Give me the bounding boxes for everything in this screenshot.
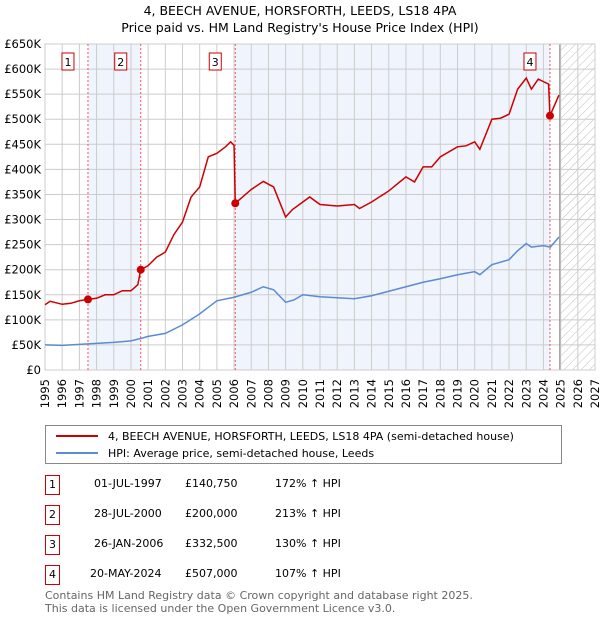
x-tick-label: 2014 bbox=[365, 379, 379, 408]
sale-price: £140,750 bbox=[185, 477, 238, 490]
x-tick-label: 2026 bbox=[571, 379, 585, 408]
sale-label-box bbox=[61, 52, 75, 71]
footer-line: This data is licensed under the Open Gov… bbox=[45, 602, 396, 615]
x-tick-label: 2018 bbox=[433, 379, 447, 408]
y-tick-label: £250K bbox=[4, 238, 41, 252]
legend-swatch-red bbox=[56, 435, 98, 437]
x-tick-label: 2020 bbox=[468, 379, 482, 408]
legend-label: HPI: Average price, semi-detached house,… bbox=[108, 446, 375, 460]
sale-row: 1 01-JUL-1997 £140,750 172% ↑ HPI bbox=[45, 475, 445, 495]
x-tick-label: 2008 bbox=[261, 379, 275, 408]
sale-hpi: 107% ↑ HPI bbox=[275, 567, 341, 580]
sale-price: £200,000 bbox=[185, 507, 238, 520]
sale-row: 2 28-JUL-2000 £200,000 213% ↑ HPI bbox=[45, 505, 445, 525]
x-tick-label: 2007 bbox=[244, 379, 258, 408]
plot-border bbox=[44, 43, 596, 371]
y-tick-label: £400K bbox=[4, 162, 41, 176]
sale-point bbox=[545, 111, 554, 120]
legend-label: 4, BEECH AVENUE, HORSFORTH, LEEDS, LS18 … bbox=[108, 429, 514, 443]
x-tick-label: 1996 bbox=[55, 379, 69, 408]
x-tick-label: 1998 bbox=[90, 379, 104, 408]
sale-point bbox=[231, 199, 240, 208]
x-tick-label: 2000 bbox=[124, 379, 138, 408]
legend: 4, BEECH AVENUE, HORSFORTH, LEEDS, LS18 … bbox=[45, 425, 562, 464]
x-tick-label: 2024 bbox=[536, 379, 550, 408]
sale-label-number: 2 bbox=[117, 56, 124, 69]
legend-item-hpi: HPI: Average price, semi-detached house,… bbox=[56, 445, 374, 461]
sale-label-box bbox=[114, 52, 128, 71]
sale-point bbox=[83, 295, 92, 304]
x-tick-label: 2004 bbox=[193, 379, 207, 408]
sale-label-box bbox=[208, 52, 222, 71]
y-tick-label: £0 bbox=[26, 363, 41, 377]
title-line: 4, BEECH AVENUE, HORSFORTH, LEEDS, LS18 … bbox=[143, 3, 457, 18]
y-tick-label: £350K bbox=[4, 187, 41, 201]
x-tick-label: 1995 bbox=[38, 379, 52, 408]
y-tick-label: £500K bbox=[4, 112, 41, 126]
series-line bbox=[44, 236, 560, 347]
ownership-shade bbox=[235, 44, 550, 370]
x-tick-label: 2012 bbox=[330, 379, 344, 408]
y-tick-label: £150K bbox=[4, 288, 41, 302]
series-line bbox=[44, 76, 560, 306]
sale-hpi: 172% ↑ HPI bbox=[275, 477, 341, 490]
sale-price: £332,500 bbox=[185, 537, 238, 550]
x-tick-label: 2013 bbox=[347, 379, 361, 408]
x-tick-label: 2002 bbox=[158, 379, 172, 408]
sale-number: 2 bbox=[45, 505, 60, 525]
x-tick-label: 2027 bbox=[588, 379, 600, 408]
price-chart: £0 £50K £100K £150K £200K £250K £300K £350K £400… bbox=[4, 37, 600, 408]
y-tick-label: £600K bbox=[4, 62, 41, 76]
chart-title: 4, BEECH AVENUE, HORSFORTH, LEEDS, LS18 … bbox=[0, 2, 600, 36]
sale-label-number: 3 bbox=[212, 56, 219, 69]
x-tick-label: 2001 bbox=[141, 379, 155, 408]
x-tick-label: 2003 bbox=[176, 379, 190, 408]
x-tick-label: 2015 bbox=[382, 379, 396, 408]
y-tick-label: £50K bbox=[12, 338, 42, 352]
legend-swatch-blue bbox=[56, 452, 98, 454]
x-tick-label: 2023 bbox=[519, 379, 533, 408]
legend-item-property: 4, BEECH AVENUE, HORSFORTH, LEEDS, LS18 … bbox=[56, 428, 514, 444]
sale-point bbox=[136, 265, 145, 274]
sale-date: 01-JUL-1997 bbox=[94, 477, 162, 490]
footer-line: Contains HM Land Registry data © Crown c… bbox=[45, 589, 473, 602]
x-tick-label: 2025 bbox=[554, 379, 568, 408]
y-tick-label: £450K bbox=[4, 137, 41, 151]
x-tick-label: 2017 bbox=[416, 379, 430, 408]
sale-number: 1 bbox=[45, 475, 60, 495]
x-tick-label: 2022 bbox=[502, 379, 516, 408]
sale-hpi: 213% ↑ HPI bbox=[275, 507, 341, 520]
y-tick-label: £550K bbox=[4, 87, 41, 101]
sale-date: 28-JUL-2000 bbox=[94, 507, 162, 520]
x-tick-label: 2016 bbox=[399, 379, 413, 408]
sale-number: 4 bbox=[45, 565, 60, 585]
sale-label-box bbox=[523, 52, 537, 71]
sale-label-number: 1 bbox=[64, 56, 71, 69]
x-tick-label: 1997 bbox=[72, 379, 86, 408]
x-tick-label: 1999 bbox=[107, 379, 121, 408]
x-tick-label: 2010 bbox=[296, 379, 310, 408]
y-tick-label: £100K bbox=[4, 313, 41, 327]
subtitle-line: Price paid vs. HM Land Registry's House … bbox=[121, 20, 479, 35]
x-tick-label: 2009 bbox=[279, 379, 293, 408]
x-tick-label: 2019 bbox=[451, 379, 465, 408]
sale-row: 3 26-JAN-2006 £332,500 130% ↑ HPI bbox=[45, 535, 445, 555]
y-tick-label: £650K bbox=[4, 37, 41, 51]
sale-row: 4 20-MAY-2024 £507,000 107% ↑ HPI bbox=[45, 565, 445, 585]
sale-number: 3 bbox=[45, 535, 60, 555]
sale-date: 20-MAY-2024 bbox=[90, 567, 162, 580]
x-tick-label: 2005 bbox=[210, 379, 224, 408]
sale-date: 26-JAN-2006 bbox=[94, 537, 164, 550]
y-tick-label: £300K bbox=[4, 213, 41, 227]
sale-label-number: 4 bbox=[526, 56, 533, 69]
x-tick-label: 2011 bbox=[313, 379, 327, 408]
x-tick-label: 2021 bbox=[485, 379, 499, 408]
sale-price: £507,000 bbox=[185, 567, 238, 580]
x-tick-label: 2006 bbox=[227, 379, 241, 408]
footer: Contains HM Land Registry data © Crown c… bbox=[45, 589, 473, 615]
ownership-shade bbox=[87, 44, 141, 370]
y-tick-label: £200K bbox=[4, 263, 41, 277]
sale-hpi: 130% ↑ HPI bbox=[275, 537, 341, 550]
